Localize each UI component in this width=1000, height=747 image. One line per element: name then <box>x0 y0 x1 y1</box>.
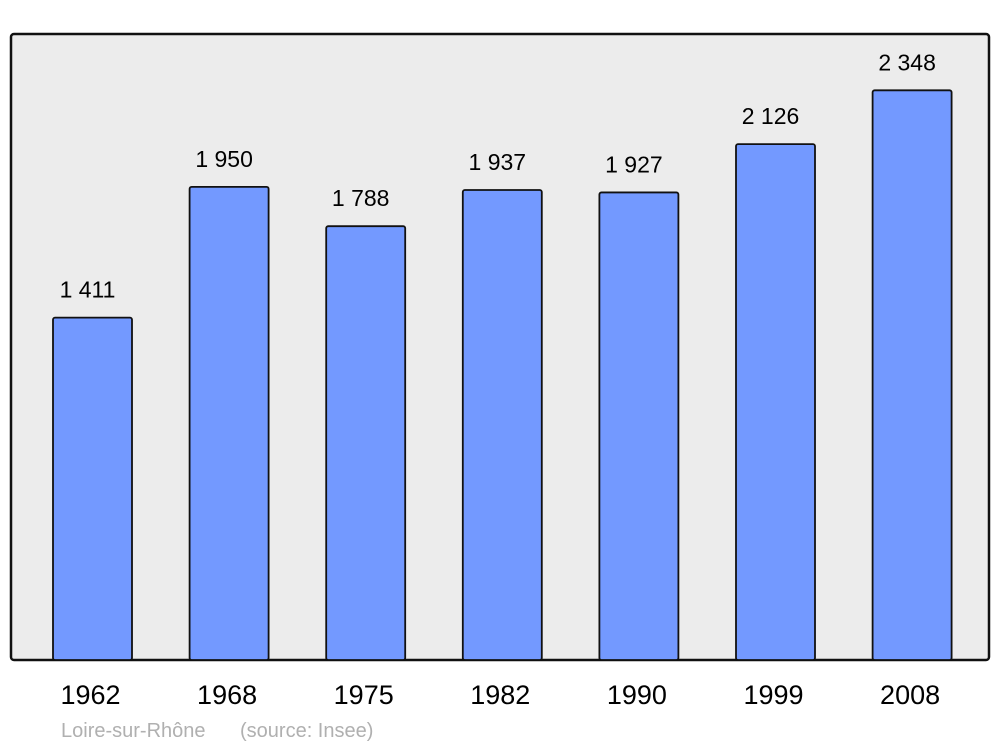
x-tick-label-1975: 1975 <box>334 680 394 710</box>
value-label-1999: 2 126 <box>742 103 800 129</box>
bar-1982 <box>461 189 543 661</box>
value-label-1962: 1 411 <box>60 277 116 303</box>
value-label-1968: 1 950 <box>195 146 253 172</box>
x-tick-label-1982: 1982 <box>470 680 530 710</box>
x-tick-label-1962: 1962 <box>60 680 120 710</box>
bar-1968 <box>188 185 270 661</box>
value-label-1990: 1 927 <box>605 151 663 177</box>
value-label-2008: 2 348 <box>878 49 936 75</box>
x-tick-label-1990: 1990 <box>607 680 667 710</box>
x-tick-label-2008: 2008 <box>880 680 940 710</box>
x-tick-label-1999: 1999 <box>743 680 803 710</box>
value-label-1975: 1 788 <box>332 185 390 211</box>
bar-1990 <box>598 191 680 661</box>
value-label-1982: 1 937 <box>469 149 527 175</box>
caption-source: (source: Insee) <box>240 720 373 742</box>
bar-1975 <box>325 225 407 661</box>
bar-1962 <box>52 316 133 661</box>
caption-place: Loire-sur-Rhône <box>61 720 206 742</box>
bar-1999 <box>735 143 816 661</box>
bar-2008 <box>871 89 953 661</box>
x-tick-label-1968: 1968 <box>197 680 257 710</box>
